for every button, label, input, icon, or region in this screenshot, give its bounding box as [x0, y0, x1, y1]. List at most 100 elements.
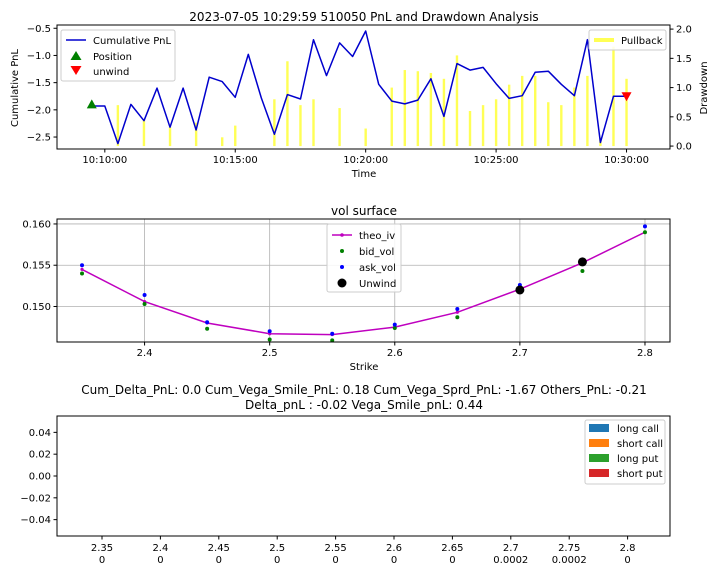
pullback-bar [520, 75, 524, 147]
strike-tick-label: 2.4 [137, 348, 153, 359]
strike-category-value: 0 [449, 555, 455, 566]
ask-vol-point [267, 329, 272, 334]
breakdown-title: Cum_Delta_PnL: 0.0 Cum_Vega_Smile_PnL: 0… [81, 383, 647, 397]
pnl-tick-label: −1.0 [27, 51, 51, 62]
strike-category-value: 0 [332, 555, 338, 566]
ask-vol-point [642, 224, 647, 229]
strike-category-label: 2.65 [441, 543, 463, 554]
pullback-bar [534, 75, 537, 147]
vol-surface-panel: vol surface 2.4 2.5 2.6 2.7 2.8 0.1500.1550.… [22, 204, 671, 373]
strike-category-value: 0 [216, 555, 222, 566]
pnl-plot-frame [56, 24, 671, 150]
pullback-bar [416, 71, 420, 147]
pullback-bar [221, 137, 224, 147]
pullback-bar [573, 87, 576, 147]
pullback-bar [312, 99, 315, 147]
time-tick-label: 10:20:00 [343, 155, 388, 166]
strike-tick-label: 2.5 [262, 348, 278, 359]
pullback-bar [442, 78, 446, 147]
short-call-legend-label: short call [617, 439, 663, 450]
pnl-tick-label: −0.5 [27, 24, 51, 35]
strike-tick-label: 2.8 [637, 348, 653, 359]
pullback-bar [364, 128, 367, 147]
short-put-legend-swatch [589, 469, 609, 477]
ask-vol-legend-label: ask_vol [359, 263, 396, 274]
pullback-bar [547, 102, 550, 147]
pullback-bar [142, 119, 146, 147]
pullback-bar [403, 70, 407, 147]
pnl-tick-label: −2.5 [27, 133, 51, 144]
strike-category-label: 2.7 [503, 543, 519, 554]
time-tick-label: 10:10:00 [82, 155, 127, 166]
pnl-legend: Cumulative PnL Position unwind [60, 29, 176, 82]
pullback-bar [507, 84, 511, 147]
position-marker [86, 99, 97, 109]
vol-plot-frame [56, 218, 671, 343]
pnl-tick-label: −2.0 [27, 105, 51, 116]
strike-category-label: 2.8 [620, 543, 636, 554]
strike-category-label: 2.4 [152, 543, 168, 554]
unwind-marker [621, 92, 632, 102]
theo-iv-legend-dot [340, 233, 344, 237]
bid-vol-point [205, 326, 210, 331]
strike-category-value: 0.0002 [493, 555, 528, 566]
pullback-bar [286, 61, 289, 147]
pullback-bar [455, 55, 459, 147]
pullback-bar [586, 75, 589, 147]
bid-vol-legend-label: bid_vol [359, 247, 394, 258]
pullback-bar [468, 110, 472, 147]
bid-vol-legend-dot [340, 249, 344, 253]
pnl-legend-box [60, 29, 176, 82]
pnl-drawdown-panel: 2023-07-05 10:29:59 510050 PnL and Drawd… [10, 10, 710, 180]
long-put-legend-label: long put [617, 454, 658, 465]
position-legend-marker [70, 51, 82, 60]
bid-vol-point [392, 325, 397, 330]
strike-category-value: 0 [99, 555, 105, 566]
strike-category-label: 2.55 [324, 543, 346, 554]
pullback-bar [273, 99, 276, 147]
ask-vol-point [80, 263, 85, 268]
unwind-vol-legend-label: Unwind [359, 279, 396, 290]
vol-tick-label: 0.160 [22, 219, 51, 230]
unwind-vol-legend-dot [337, 278, 347, 288]
drawdown-tick-label: 0.0 [676, 142, 692, 153]
pullback-bar [234, 125, 237, 147]
pullback-bars [116, 46, 628, 147]
drawdown-tick-label: 1.5 [676, 54, 692, 65]
breakdown-tick-label: −0.04 [20, 515, 51, 526]
pullback-bar [338, 108, 341, 147]
drawdown-y-axis-label: Drawdown [699, 61, 710, 114]
pnl-marker-layer [86, 92, 632, 109]
time-tick-label: 10:25:00 [474, 155, 519, 166]
pnl-chart-title: 2023-07-05 10:29:59 510050 PnL and Drawd… [189, 10, 538, 24]
bid-vol-point [80, 271, 85, 276]
pnl-line-layer [91, 30, 627, 145]
pnl-y-ticks: −0.5 −1.0 −1.5 −2.0 −2.5 [27, 24, 57, 144]
unwind-legend-label: unwind [93, 67, 129, 78]
vol-tick-label: 0.150 [22, 302, 51, 313]
time-tick-label: 10:30:00 [604, 155, 649, 166]
theo-iv-point [455, 310, 459, 314]
theo-iv-line [81, 231, 646, 336]
pullback-legend-label: Pullback [621, 36, 663, 47]
ask-vol-point [330, 331, 335, 336]
vol-plot-layer [80, 224, 647, 343]
cumulative-pnl-line [91, 30, 627, 145]
long-call-legend-label: long call [617, 424, 659, 435]
short-call-legend-swatch [589, 439, 609, 447]
pullback-bar [168, 127, 172, 147]
bid-vol-point [142, 302, 147, 307]
short-put-legend-label: short put [617, 469, 663, 480]
vol-legend: theo_iv bid_vol ask_vol Unwind [326, 223, 402, 293]
pullback-bar [194, 122, 198, 147]
pullback-bar [625, 78, 628, 147]
theo-iv-legend-label: theo_iv [359, 231, 395, 242]
strike-category-label: 2.5 [269, 543, 285, 554]
pullback-bar [481, 105, 485, 147]
pnl-breakdown-panel: Cum_Delta_PnL: 0.0 Cum_Vega_Smile_PnL: 0… [20, 383, 671, 566]
pnl-x-axis-label: Time [351, 169, 376, 180]
strike-category-label: 2.6 [386, 543, 402, 554]
strike-category-label: 2.35 [91, 543, 113, 554]
pullback-bar [390, 87, 393, 147]
bid-vol-point [580, 269, 585, 274]
